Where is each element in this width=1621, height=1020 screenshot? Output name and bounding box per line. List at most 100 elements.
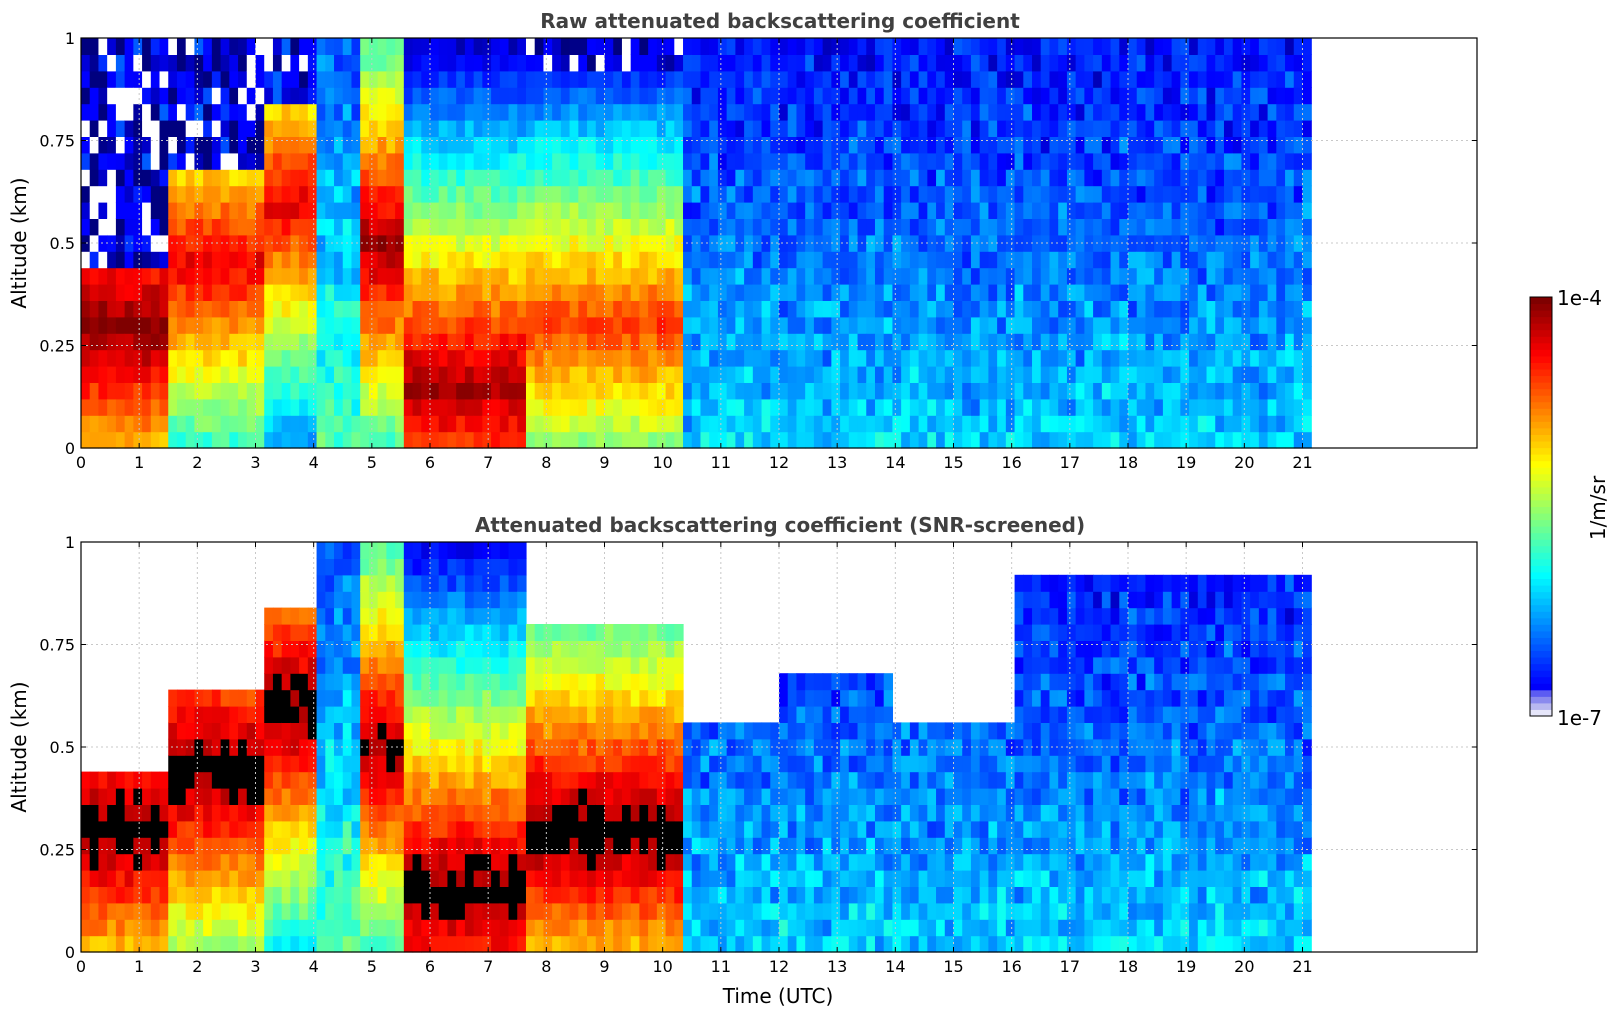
heatmap-cell — [1049, 316, 1059, 334]
heatmap-cell — [316, 136, 326, 154]
heatmap-cell — [264, 202, 274, 219]
heatmap-cell — [709, 120, 719, 137]
heatmap-cell — [176, 218, 187, 236]
heatmap-cell — [307, 38, 318, 55]
heatmap-cell — [674, 169, 684, 187]
heatmap-cell — [447, 919, 457, 937]
heatmap-cell — [604, 300, 614, 318]
heatmap-cell — [342, 820, 353, 838]
heatmap-cell — [342, 251, 353, 269]
heatmap-cell — [255, 382, 265, 400]
heatmap-cell — [700, 202, 710, 219]
heatmap-cell — [1084, 218, 1094, 236]
heatmap-cell — [1302, 120, 1312, 137]
heatmap-cell — [368, 755, 379, 773]
heatmap-cell — [281, 837, 291, 855]
heatmap-cell — [159, 70, 169, 88]
heatmap-cell — [342, 558, 353, 576]
heatmap-cell — [508, 542, 518, 559]
heatmap-cell — [857, 54, 867, 72]
heatmap-cell — [587, 169, 597, 187]
heatmap-cell — [403, 70, 414, 88]
heatmap-cell — [1223, 185, 1234, 203]
heatmap-cell — [264, 284, 274, 301]
heatmap-cell — [430, 722, 440, 740]
heatmap-cell — [883, 398, 894, 416]
heatmap-cell — [185, 935, 196, 953]
heatmap-cell — [1093, 366, 1103, 383]
heatmap-cell — [377, 591, 387, 609]
heatmap-cell — [639, 366, 649, 383]
heatmap-cell — [1005, 202, 1016, 219]
heatmap-cell — [238, 919, 248, 937]
heatmap-cell — [194, 251, 204, 269]
heatmap-cell — [1285, 382, 1295, 400]
heatmap-cell — [124, 382, 134, 400]
heatmap-cell — [805, 284, 815, 301]
heatmap-cell — [89, 886, 100, 904]
heatmap-cell — [290, 820, 300, 838]
heatmap-cell — [927, 70, 937, 88]
heatmap-cell — [892, 185, 902, 203]
heatmap-cell — [569, 202, 579, 219]
heatmap-cell — [421, 54, 431, 72]
heatmap-cell — [334, 755, 344, 773]
heatmap-cell — [621, 316, 632, 334]
heatmap-cell — [290, 267, 300, 285]
heatmap-cell — [604, 54, 614, 72]
heatmap-cell — [525, 722, 536, 740]
heatmap-cell — [368, 624, 379, 641]
heatmap-cell — [464, 919, 475, 937]
heatmap-cell — [1110, 366, 1120, 383]
heatmap-cell — [840, 70, 850, 88]
heatmap-cell — [1180, 349, 1190, 367]
heatmap-cell — [456, 870, 466, 887]
heatmap-cell — [587, 919, 597, 937]
heatmap-cell — [342, 87, 353, 105]
heatmap-cell — [665, 870, 675, 887]
heatmap-cell — [499, 837, 510, 855]
heatmap-cell — [1250, 234, 1260, 252]
heatmap-cell — [918, 382, 928, 400]
heatmap-cell — [944, 202, 955, 219]
heatmap-cell — [648, 755, 658, 773]
heatmap-cell — [779, 431, 789, 449]
heatmap-cell — [360, 169, 370, 187]
heatmap-cell — [281, 251, 291, 269]
heatmap-cell — [770, 54, 780, 72]
x-tick-label: 10 — [652, 453, 672, 472]
heatmap-cell — [325, 218, 335, 236]
heatmap-cell — [107, 349, 117, 367]
heatmap-cell — [1302, 349, 1312, 367]
heatmap-cell — [377, 284, 387, 301]
heatmap-cell — [307, 349, 318, 367]
heatmap-cell — [560, 415, 571, 433]
heatmap-cell — [89, 202, 100, 219]
heatmap-cell — [761, 152, 771, 170]
heatmap-cell — [508, 788, 518, 805]
heatmap-cell — [272, 382, 283, 400]
heatmap-cell — [770, 251, 780, 269]
heatmap-cell — [665, 87, 675, 105]
heatmap-cell — [874, 169, 885, 187]
heatmap-cell — [360, 902, 370, 920]
heatmap-cell — [430, 837, 440, 855]
heatmap-cell — [840, 234, 850, 252]
heatmap-cell — [124, 38, 134, 55]
heatmap-cell — [194, 820, 204, 838]
heatmap-cell — [691, 218, 702, 236]
heatmap-cell — [918, 185, 928, 203]
heatmap-cell — [229, 837, 239, 855]
heatmap-cell — [220, 284, 230, 301]
heatmap-cell — [1241, 202, 1251, 219]
heatmap-cell — [430, 316, 440, 334]
heatmap-cell — [848, 70, 859, 88]
heatmap-cell — [159, 820, 169, 838]
heatmap-cell — [334, 366, 344, 383]
heatmap-cell — [805, 103, 815, 121]
heatmap-cell — [482, 607, 492, 625]
heatmap-cell — [770, 103, 780, 121]
heatmap-cell — [124, 902, 134, 920]
heatmap-cell — [81, 54, 91, 72]
heatmap-cell — [447, 886, 457, 904]
